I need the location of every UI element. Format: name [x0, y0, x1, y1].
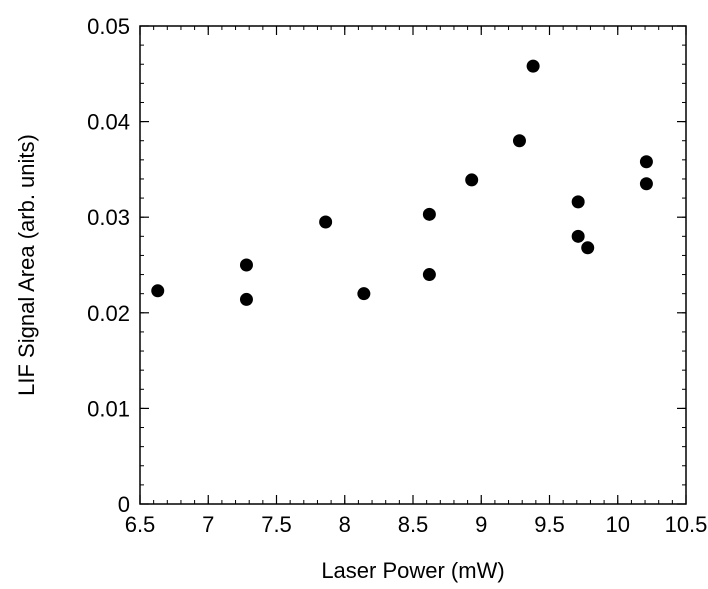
data-point: [512, 134, 526, 148]
x-tick-label: 6.5: [125, 512, 156, 537]
y-tick-label: 0: [118, 492, 130, 517]
y-tick-label: 0.03: [87, 205, 130, 230]
x-tick-label: 10.5: [665, 512, 708, 537]
data-point: [571, 229, 585, 243]
data-point: [319, 215, 333, 229]
data-point: [422, 268, 436, 282]
data-point: [239, 292, 253, 306]
plot-border: [139, 25, 687, 505]
x-tick-label: 8.5: [398, 512, 429, 537]
data-point: [465, 173, 479, 187]
y-tick-label: 0.04: [87, 110, 130, 135]
y-tick-label: 0.01: [87, 396, 130, 421]
x-tick-label: 9.5: [534, 512, 565, 537]
x-axis-ticks: 6.5 7 7.5 8 8.5 9 9.5 10 10.5: [125, 26, 708, 537]
x-tick-label: 8: [339, 512, 351, 537]
data-point: [357, 287, 371, 301]
x-tick-label: 9: [475, 512, 487, 537]
data-point: [151, 284, 165, 298]
data-point: [239, 258, 253, 272]
data-point: [639, 155, 653, 169]
data-point: [526, 59, 540, 73]
data-point: [422, 207, 436, 221]
y-tick-label: 0.05: [87, 14, 130, 39]
plot-frame: [139, 25, 687, 505]
data-point: [639, 177, 653, 191]
data-points: [151, 59, 653, 306]
y-tick-label: 0.02: [87, 301, 130, 326]
data-point: [571, 195, 585, 209]
y-axis-ticks: 0 0.01 0.02 0.03 0.04 0.05: [87, 14, 686, 517]
data-point: [581, 241, 595, 255]
x-tick-label: 7.5: [261, 512, 292, 537]
x-tick-label: 10: [606, 512, 630, 537]
y-axis-label: LIF Signal Area (arb. units): [14, 134, 39, 396]
x-tick-label: 7: [202, 512, 214, 537]
x-axis-label: Laser Power (mW): [321, 558, 504, 583]
